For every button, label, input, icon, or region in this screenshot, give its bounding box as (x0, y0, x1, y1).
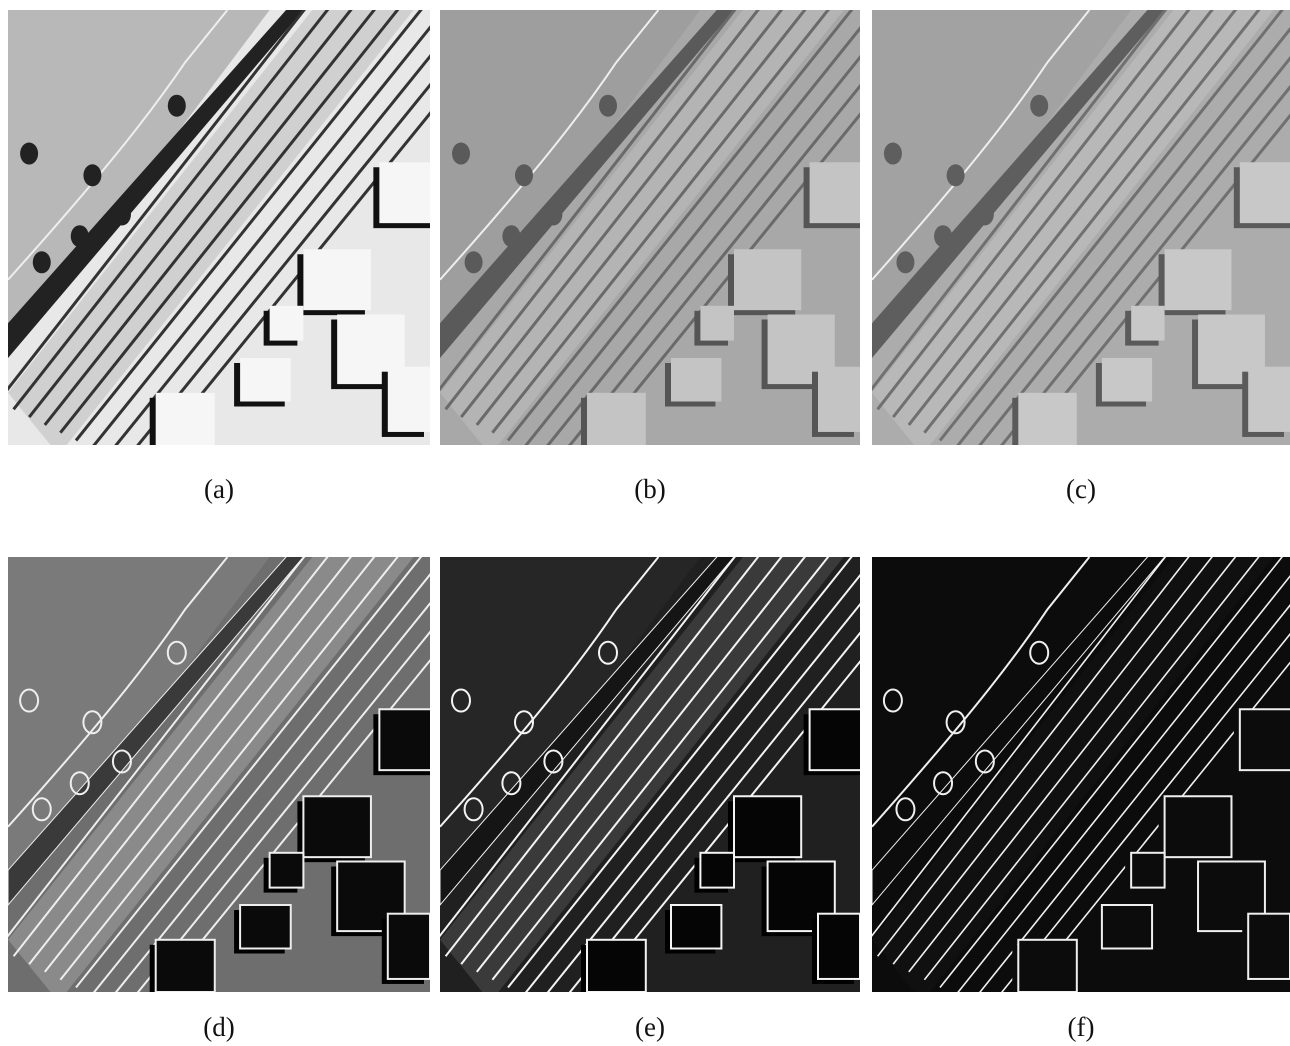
building (156, 940, 215, 992)
page: (a)(b)(c)(d)(e)(f) (() => { const data =… (0, 0, 1290, 1046)
tree (896, 251, 914, 273)
building (1102, 358, 1152, 402)
building (1131, 306, 1164, 341)
building (379, 162, 438, 223)
building (240, 358, 291, 402)
building (810, 162, 869, 223)
panel-label: (f) (1068, 1012, 1095, 1042)
tree (976, 203, 994, 225)
building (671, 358, 721, 402)
building (1240, 709, 1290, 770)
building (240, 905, 291, 949)
building (700, 306, 734, 341)
panel-label: (d) (203, 1012, 234, 1042)
building (734, 249, 801, 310)
building (388, 367, 430, 432)
building (818, 367, 860, 432)
building (1018, 393, 1077, 445)
tree (113, 203, 131, 225)
building (1165, 796, 1232, 857)
panel-label: (c) (1066, 474, 1096, 504)
building (303, 249, 371, 310)
figure: (a) (b) (c) (d) (e) (f) (0, 0, 1290, 1046)
panel-image (862, 547, 1290, 1019)
tree (33, 251, 51, 273)
tree (71, 225, 89, 247)
tree (465, 251, 483, 273)
building (818, 914, 860, 979)
tree (934, 225, 952, 247)
tree (502, 225, 520, 247)
building (270, 306, 304, 341)
building (303, 796, 371, 857)
building (1248, 914, 1290, 979)
building (379, 709, 438, 770)
panel-label: (a) (204, 474, 234, 504)
building (1131, 853, 1164, 888)
tree (1030, 95, 1048, 117)
building (1102, 905, 1152, 949)
building (1240, 162, 1290, 223)
building (156, 393, 215, 445)
tree (884, 143, 902, 165)
building (734, 796, 801, 857)
building (388, 914, 430, 979)
building (587, 393, 646, 445)
building (1248, 367, 1290, 432)
tree (515, 164, 533, 186)
building (1018, 940, 1077, 992)
tree (947, 164, 965, 186)
tree (599, 95, 617, 117)
panel-label: (e) (635, 1012, 665, 1042)
tree (544, 203, 562, 225)
building (810, 709, 869, 770)
building (1165, 249, 1232, 310)
tree (168, 95, 186, 117)
panel-image (862, 0, 1290, 472)
tree (20, 143, 38, 165)
tree (83, 164, 101, 186)
building (270, 853, 304, 888)
tree (452, 143, 470, 165)
building (671, 905, 721, 949)
building (700, 853, 734, 888)
panel-label: (b) (634, 474, 665, 504)
building (587, 940, 646, 992)
